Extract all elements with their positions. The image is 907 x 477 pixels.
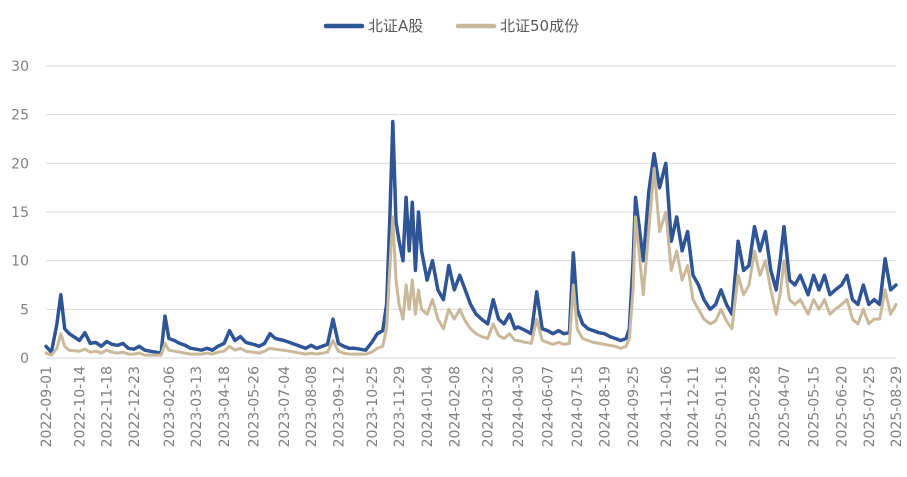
x-tick-label: 2024-01-04 — [420, 366, 436, 447]
x-tick-label: 2023-02-06 — [162, 366, 178, 447]
x-tick-label: 2023-03-13 — [189, 366, 205, 447]
x-tick-label: 2023-10-25 — [365, 366, 381, 447]
y-tick-label: 5 — [20, 302, 29, 318]
y-axis: 0 5 10 15 20 25 30 — [11, 59, 29, 367]
x-tick-label: 2024-12-11 — [686, 366, 702, 447]
y-tick-label: 20 — [11, 156, 29, 172]
y-tick-label: 15 — [11, 205, 29, 221]
legend-label: 北证A股 — [368, 17, 423, 35]
x-tick-label: 2024-07-15 — [570, 366, 586, 447]
x-tick-label: 2024-11-06 — [659, 366, 675, 447]
series-line-2 — [44, 166, 898, 357]
legend: 北证A股 北证50成份 — [323, 17, 579, 35]
x-tick-label: 2024-02-08 — [447, 366, 463, 447]
gridlines — [46, 65, 896, 359]
x-tick-label: 2024-09-25 — [626, 366, 642, 447]
x-tick-label: 2025-02-28 — [747, 366, 763, 447]
x-tick-label: 2024-08-19 — [597, 366, 613, 447]
x-tick-label: 2024-03-22 — [481, 366, 497, 447]
x-tick-label: 2022-09-01 — [39, 366, 55, 447]
x-tick-label: 2022-11-18 — [100, 366, 116, 447]
x-tick-label: 2023-09-12 — [331, 366, 347, 447]
x-tick-label: 2024-06-07 — [541, 366, 557, 447]
x-axis: 2022-09-01 2022-10-14 2022-11-18 2022-12-23… — [39, 366, 905, 447]
x-tick-label: 2025-01-16 — [714, 366, 730, 447]
x-tick-label: 2025-07-25 — [862, 366, 878, 447]
legend-label: 北证50成份 — [500, 17, 579, 35]
x-tick-label: 2023-07-04 — [277, 366, 293, 447]
x-tick-label: 2022-10-14 — [72, 366, 88, 447]
x-tick-label: 2025-06-20 — [835, 366, 851, 447]
series-line-1 — [44, 119, 898, 355]
y-tick-label: 30 — [11, 59, 29, 75]
x-tick-label: 2023-11-29 — [392, 366, 408, 447]
x-tick-label: 2025-08-29 — [889, 366, 905, 447]
x-tick-label: 2025-04-07 — [777, 366, 793, 447]
x-tick-label: 2023-05-26 — [247, 366, 263, 447]
plot-area — [44, 119, 898, 357]
x-tick-label: 2023-04-18 — [217, 366, 233, 447]
x-tick-label: 2025-05-15 — [807, 366, 823, 447]
y-tick-label: 25 — [11, 108, 29, 124]
y-tick-label: 0 — [20, 351, 29, 367]
x-tick-label: 2024-04-30 — [511, 366, 527, 447]
x-tick-label: 2022-12-23 — [127, 366, 143, 447]
y-tick-label: 10 — [11, 254, 29, 270]
x-tick-label: 2023-08-08 — [304, 366, 320, 447]
